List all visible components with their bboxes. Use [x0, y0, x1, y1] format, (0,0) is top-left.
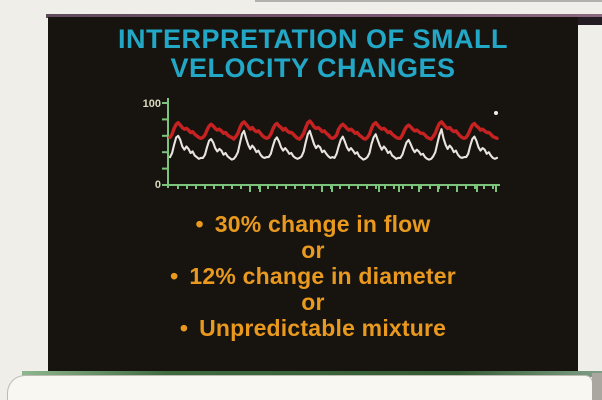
bullet-connector: or [48, 237, 578, 263]
bullet-marker: • [195, 211, 204, 237]
upper-velocity-trace [168, 119, 499, 141]
lower-velocity-trace [168, 128, 499, 161]
connector-text: or [301, 237, 325, 263]
bullet-connector: or [48, 289, 578, 315]
mount-bottom-edge [22, 371, 602, 377]
bullet-text: 12% change in diameter [189, 263, 456, 289]
slide-title: INTERPRETATION OF SMALL VELOCITY CHANGES [48, 25, 578, 83]
y-label-0: 0 [155, 179, 161, 191]
title-line-2: VELOCITY CHANGES [170, 53, 456, 83]
bullet-item: • Unpredictable mixture [48, 315, 578, 341]
bullet-text: 30% change in flow [214, 211, 431, 237]
next-slide-mount-edge [7, 375, 593, 400]
slide-area: INTERPRETATION OF SMALL VELOCITY CHANGES… [48, 17, 578, 374]
connector-text: or [301, 289, 325, 315]
bullet-text: Unpredictable mixture [199, 315, 447, 341]
mount-opening-corner-shadow [578, 17, 602, 25]
bullet-marker: • [179, 315, 189, 341]
scan-top-edge [255, 0, 602, 2]
bullet-item: • 12% change in diameter [48, 263, 578, 289]
bullet-list: • 30% change in flow or • 12% change in di… [48, 211, 578, 341]
film-speck [494, 111, 498, 115]
y-label-100: 100 [143, 98, 161, 110]
bullet-marker: • [170, 263, 179, 289]
velocity-chart: 100 0 [143, 98, 500, 192]
title-line-1: INTERPRETATION OF SMALL [118, 24, 508, 54]
scan-right-shadow [592, 373, 602, 400]
mount-opening-top-edge [46, 14, 602, 18]
bullet-item: • 30% change in flow [48, 211, 578, 237]
